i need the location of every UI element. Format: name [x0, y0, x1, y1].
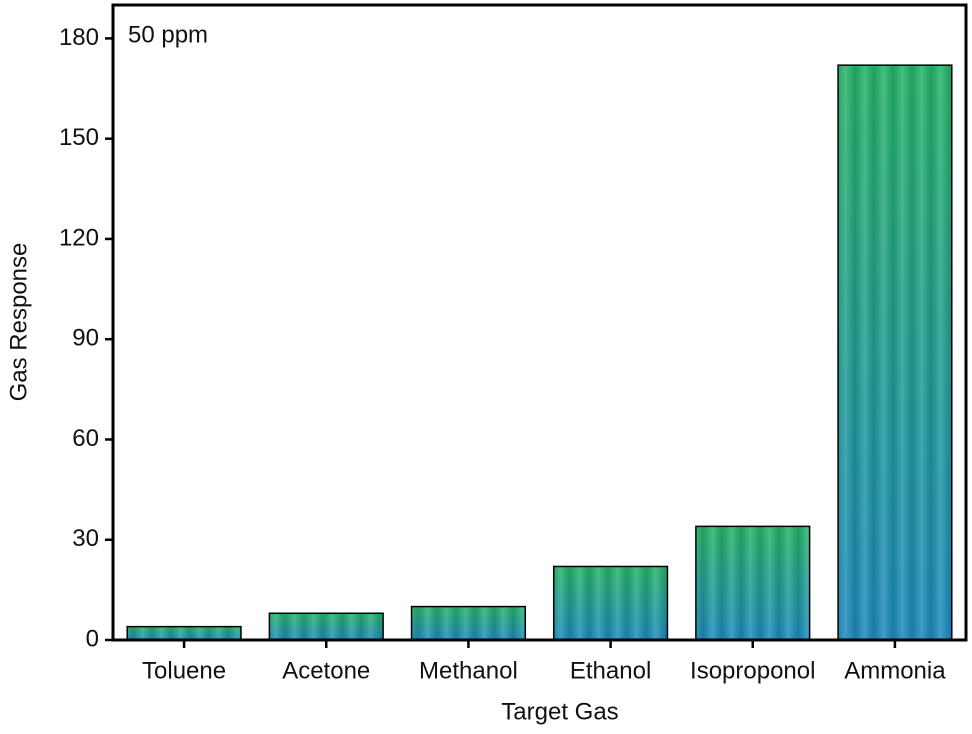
y-tick-label: 180	[59, 24, 99, 51]
bar-texture	[126, 625, 242, 641]
y-tick-label: 0	[86, 625, 99, 652]
bar-texture	[695, 525, 811, 641]
x-tick-label: Isoproponol	[690, 657, 815, 684]
y-tick-label: 60	[72, 425, 99, 452]
bar-texture	[552, 565, 669, 641]
y-axis-label: Gas Response	[5, 243, 32, 402]
x-tick-label: Methanol	[419, 657, 518, 684]
x-tick-label: Ammonia	[844, 657, 946, 684]
x-tick-label: Toluene	[142, 657, 226, 684]
bar-texture	[837, 64, 953, 641]
annotation: 50 ppm	[128, 21, 208, 48]
bar-texture	[410, 605, 527, 641]
x-tick-label: Acetone	[282, 657, 370, 684]
y-tick-label: 120	[59, 224, 99, 251]
y-tick-label: 90	[72, 325, 99, 352]
bar-texture	[268, 612, 384, 641]
y-tick-label: 30	[72, 525, 99, 552]
plot-frame	[111, 3, 968, 642]
y-tick-label: 150	[59, 124, 99, 151]
x-axis-label: Target Gas	[501, 698, 618, 725]
x-tick-label: Ethanol	[570, 657, 651, 684]
